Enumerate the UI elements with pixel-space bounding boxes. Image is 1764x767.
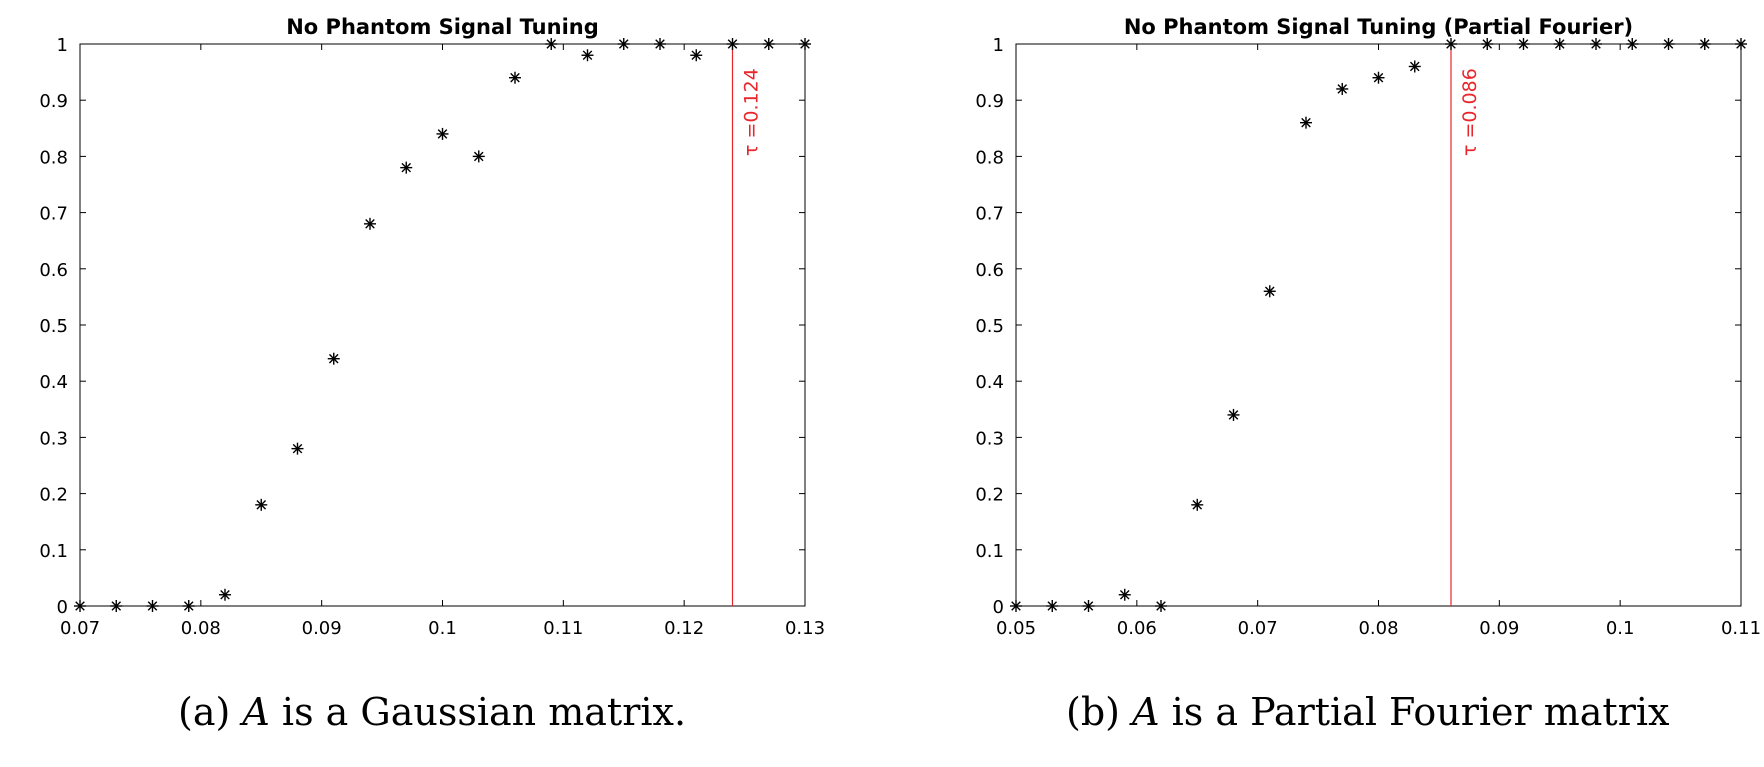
data-point	[1590, 38, 1602, 50]
y-tick-label: 0.4	[39, 372, 68, 393]
plot-frame	[1015, 43, 1742, 607]
x-tick-label: 0.11	[1721, 618, 1761, 639]
data-point	[400, 161, 413, 174]
data-point	[1626, 38, 1639, 50]
y-tick-label: 0.9	[975, 91, 1004, 112]
data-point	[654, 38, 666, 50]
y-tick-label: 0.2	[975, 485, 1004, 506]
caption-a-text: is a Gaussian matrix.	[269, 690, 687, 734]
data-point	[291, 442, 304, 455]
y-tick-label: 0.5	[39, 316, 68, 337]
chart-title: No Phantom Signal Tuning (Partial Fourie…	[1124, 15, 1633, 39]
data-point	[1263, 285, 1276, 298]
caption-a-symbol: A	[242, 690, 270, 734]
data-point	[1408, 60, 1421, 73]
y-tick-label: 0.2	[39, 485, 68, 506]
data-point	[1372, 71, 1385, 84]
data-point	[327, 352, 340, 365]
caption-a: (a) A is a Gaussian matrix.	[178, 690, 686, 740]
data-point	[509, 71, 521, 84]
data-point	[255, 498, 268, 511]
data-point	[1662, 38, 1675, 50]
y-tick-label: 0.4	[975, 372, 1004, 393]
data-point	[1118, 588, 1131, 601]
data-point	[1082, 600, 1095, 612]
data-point	[799, 38, 811, 50]
x-tick-label: 0.12	[664, 618, 704, 639]
caption-b-symbol: A	[1132, 690, 1160, 734]
y-tick-label: 0.3	[39, 428, 68, 449]
data-point	[1735, 38, 1747, 50]
x-tick-label: 0.09	[1479, 618, 1519, 639]
y-tick-label: 0.7	[975, 204, 1004, 225]
y-tick-label: 1	[993, 35, 1004, 56]
caption-a-prefix: (a)	[178, 690, 243, 734]
chart-panel-1: No Phantom Signal Tuning 0.07 0.08 0.09 0.1 0…	[39, 15, 825, 639]
data-point	[364, 217, 376, 230]
caption-b-text: is a Partial Fourier matrix	[1159, 690, 1670, 734]
x-tick-label: 0.09	[302, 618, 342, 639]
data-point	[1010, 600, 1022, 612]
x-tick-label: 0.07	[60, 618, 100, 639]
tau-threshold-label: τ =0.124	[741, 68, 763, 156]
data-point	[110, 600, 123, 612]
x-tick-label: 0.1	[428, 618, 457, 639]
data-point	[1553, 38, 1566, 50]
data-point	[726, 38, 739, 50]
data-point	[1300, 116, 1312, 129]
data-point	[1517, 38, 1530, 50]
data-point	[74, 600, 86, 612]
data-point	[1481, 38, 1494, 50]
data-point	[146, 600, 159, 612]
y-tick-label: 0	[993, 597, 1004, 618]
y-tick-label: 0.1	[975, 541, 1004, 562]
x-tick-label: 0.08	[181, 618, 221, 639]
caption-b: (b) A is a Partial Fourier matrix	[1066, 690, 1669, 740]
caption-b-prefix: (b)	[1066, 690, 1133, 734]
data-point	[1227, 408, 1240, 421]
data-point	[762, 38, 775, 50]
y-tick-label: 0.3	[975, 428, 1004, 449]
data-point	[545, 38, 558, 50]
data-point	[617, 38, 630, 50]
y-tick-label: 0.7	[39, 204, 68, 225]
data-point	[1191, 498, 1204, 511]
data-point	[1336, 82, 1349, 95]
chart-title: No Phantom Signal Tuning	[286, 15, 599, 39]
tau-threshold-label: τ =0.086	[1459, 68, 1481, 156]
data-point	[1698, 38, 1711, 50]
x-tick-label: 0.05	[996, 618, 1036, 639]
y-tick-label: 0.1	[39, 541, 68, 562]
data-point	[219, 588, 231, 601]
data-point	[436, 127, 449, 140]
x-tick-label: 0.1	[1606, 618, 1635, 639]
y-tick-label: 0.9	[39, 91, 68, 112]
data-point	[1046, 600, 1059, 612]
data-point	[182, 600, 195, 612]
y-tick-label: 0.6	[39, 260, 68, 281]
data-point	[1155, 600, 1167, 612]
chart-panel-2: No Phantom Signal Tuning (Partial Fourie…	[975, 15, 1761, 639]
y-tick-label: 0.8	[39, 147, 68, 168]
y-tick-label: 0	[57, 597, 68, 618]
y-tick-label: 1	[57, 35, 68, 56]
x-tick-label: 0.07	[1238, 618, 1278, 639]
x-tick-label: 0.11	[543, 618, 583, 639]
data-point	[1445, 38, 1457, 50]
x-tick-label: 0.08	[1358, 618, 1398, 639]
data-point	[690, 49, 703, 62]
data-point	[581, 49, 594, 62]
x-tick-label: 0.06	[1117, 618, 1157, 639]
x-tick-label: 0.13	[785, 618, 825, 639]
y-tick-label: 0.6	[975, 260, 1004, 281]
y-tick-label: 0.5	[975, 316, 1004, 337]
data-point	[472, 150, 485, 163]
y-tick-label: 0.8	[975, 147, 1004, 168]
